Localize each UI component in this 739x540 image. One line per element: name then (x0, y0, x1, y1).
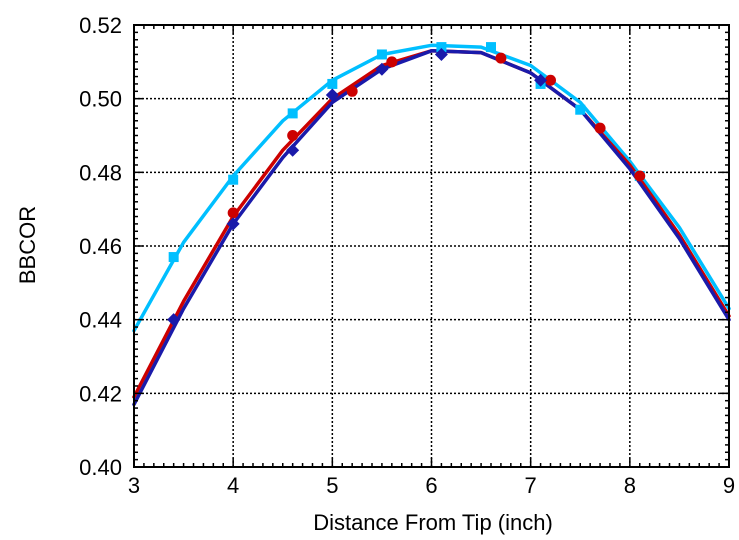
data-point-circle (287, 130, 299, 141)
x-axis-title: Distance From Tip (inch) (313, 510, 553, 535)
x-tick-label: 3 (128, 473, 140, 498)
data-point-circle (594, 122, 606, 134)
data-point-circle (227, 207, 239, 219)
x-tick-label: 5 (326, 473, 338, 498)
data-point-circle (634, 170, 646, 182)
axis-ticks (133, 24, 730, 468)
data-point-diamond (325, 88, 339, 102)
y-tick-label: 0.46 (79, 234, 122, 259)
x-tick-label: 7 (525, 473, 537, 498)
data-point-square (228, 174, 239, 185)
fit-curve-3 (132, 49, 731, 407)
data-point-diamond (167, 313, 181, 327)
data-points (167, 42, 646, 327)
data-point-square (327, 78, 338, 89)
data-point-circle (545, 74, 556, 86)
data-point-square (287, 108, 298, 119)
x-tick-label: 6 (425, 473, 437, 498)
y-tick-label: 0.44 (79, 308, 122, 333)
data-point-diamond (226, 217, 240, 231)
data-point-diamond (534, 73, 548, 87)
data-point-square (575, 104, 586, 115)
y-tick-label: 0.48 (79, 160, 122, 185)
data-point-square (376, 49, 387, 60)
grid-lines (134, 25, 729, 467)
data-point-circle (346, 85, 358, 97)
y-tick-label: 0.42 (79, 381, 122, 406)
x-tick-label: 8 (624, 473, 636, 498)
y-tick-label: 0.50 (79, 87, 122, 112)
data-point-diamond (375, 62, 389, 76)
data-point-square (486, 42, 496, 53)
x-tick-label: 4 (227, 473, 239, 498)
y-axis-title: BBCOR (15, 206, 40, 284)
data-point-diamond (286, 143, 300, 157)
data-point-diamond (434, 47, 448, 61)
data-point-square (436, 42, 447, 53)
x-tick-label: 9 (723, 473, 735, 498)
tick-labels: 3 4 5 6 7 8 9 0.40 0.42 0.44 0.46 0.48 0.50 0.52 (79, 13, 735, 498)
data-point-square (168, 252, 179, 263)
y-tick-label: 0.40 (79, 455, 122, 480)
y-tick-label: 0.52 (79, 13, 122, 38)
fit-curve-1 (132, 43, 731, 333)
data-point-circle (386, 56, 398, 68)
data-point-circle (495, 52, 507, 64)
